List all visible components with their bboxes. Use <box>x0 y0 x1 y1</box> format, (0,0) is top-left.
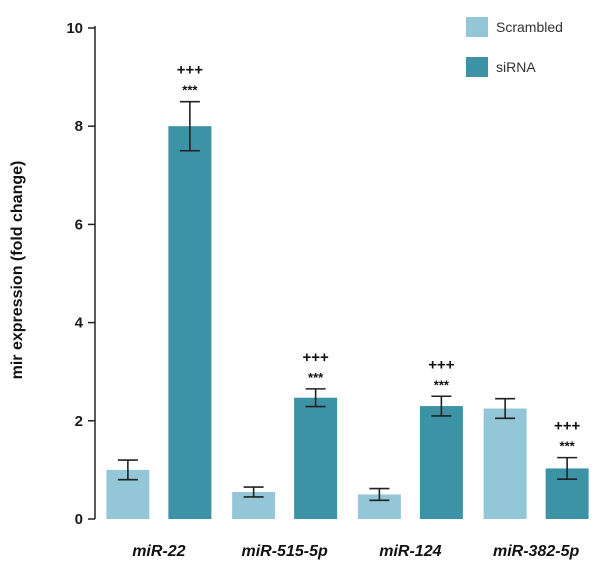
y-tick-label: 2 <box>75 413 83 430</box>
y-tick-label: 0 <box>75 511 83 528</box>
y-tick-label: 8 <box>75 118 83 135</box>
y-tick-label: 4 <box>75 315 84 332</box>
significance-stars: *** <box>434 377 450 392</box>
bar <box>419 406 463 519</box>
legend: Scrambled siRNA <box>466 17 563 77</box>
bar <box>168 126 212 519</box>
y-tick-label: 10 <box>66 20 83 37</box>
significance-plus: +++ <box>428 356 455 373</box>
legend-swatch <box>466 17 488 37</box>
legend-label: siRNA <box>496 59 536 75</box>
y-axis-title: mir expression (fold change) <box>9 161 26 380</box>
legend-label: Scrambled <box>496 19 563 35</box>
category-label: miR-124 <box>379 543 441 560</box>
significance-stars: *** <box>182 83 198 98</box>
category-label: miR-22 <box>132 543 185 560</box>
legend-swatch <box>466 57 488 77</box>
category-label: miR-382-5p <box>493 543 579 560</box>
significance-stars: *** <box>560 439 576 454</box>
significance-plus: +++ <box>554 418 581 435</box>
bars: *** +++ *** +++ *** +++ *** +++ <box>106 62 589 519</box>
category-labels: miR-22 miR-515-5p miR-124 miR-382-5p <box>132 543 579 560</box>
y-tick-label: 6 <box>75 216 83 233</box>
category-label: miR-515-5p <box>242 543 328 560</box>
significance-plus: +++ <box>302 349 329 366</box>
y-axis: 0 2 4 6 8 10 <box>66 20 96 528</box>
significance-stars: *** <box>308 370 324 385</box>
bar <box>294 397 338 519</box>
significance-plus: +++ <box>177 62 204 79</box>
bar <box>483 408 527 519</box>
